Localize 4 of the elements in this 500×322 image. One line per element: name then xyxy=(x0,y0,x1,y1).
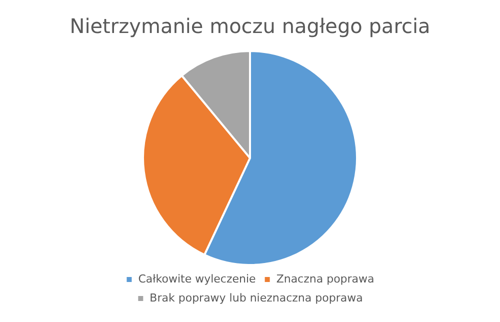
legend-label: Znaczna poprawa xyxy=(276,272,374,286)
legend-label: Brak poprawy lub nieznaczna poprawa xyxy=(150,291,363,304)
legend-label: Całkowite wyleczenie xyxy=(138,272,256,286)
chart-title: Nietrzymanie moczu nagłego parcia xyxy=(70,14,430,38)
